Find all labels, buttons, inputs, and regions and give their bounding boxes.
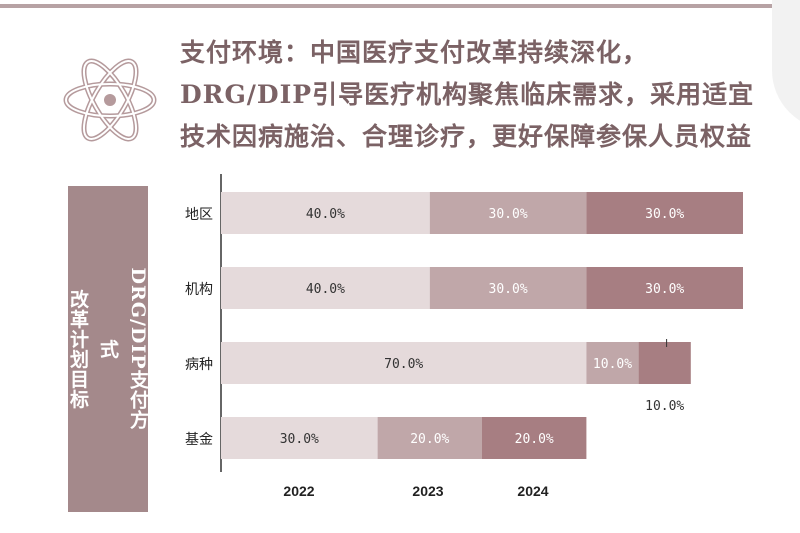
headline: 支付环境：中国医疗支付改革持续深化，DRG/DIP引导医疗机构聚焦临床需求，采用… (180, 38, 755, 151)
bar-segment (221, 417, 378, 459)
side-panel: DRG/DIP支付方式 改革计划目标 (67, 186, 149, 512)
category-label: 机构 (185, 282, 213, 298)
top-rule (0, 4, 772, 8)
data-label: 30.0% (489, 282, 528, 297)
data-label: 10.0% (593, 357, 632, 372)
bar-segment (221, 342, 587, 384)
data-label: 40.0% (306, 207, 345, 222)
category-label: 病种 (185, 357, 213, 373)
bar-segment (429, 192, 587, 234)
side-panel-title: DRG/DIP支付方式 改革计划目标 (67, 267, 149, 431)
atom-icon (62, 40, 158, 160)
legend-year: 2024 (517, 483, 548, 499)
bar-segment (586, 267, 743, 309)
data-label: 30.0% (280, 432, 319, 447)
data-label: 40.0% (306, 282, 345, 297)
bar-segment (377, 417, 482, 459)
data-label: 10.0% (645, 399, 684, 414)
data-label: 20.0% (410, 432, 449, 447)
bar-segment (429, 267, 587, 309)
legend-year: 2023 (412, 483, 443, 499)
stacked-bar-chart: 地区 40.0% 30.0% 30.0% 机构 40.0% 30.0% 30.0% 病种 70.0… (185, 174, 743, 499)
bar-segment (221, 267, 430, 309)
category-label: 基金 (185, 431, 213, 448)
data-label: 70.0% (384, 357, 423, 372)
bar-segment (638, 342, 691, 384)
category-label: 地区 (185, 207, 213, 223)
bar-segment (482, 417, 587, 459)
bar-segment (586, 342, 639, 384)
data-label: 30.0% (489, 207, 528, 222)
bar-segment (221, 192, 430, 234)
legend-year: 2022 (283, 483, 314, 499)
data-label: 30.0% (645, 282, 684, 297)
data-label: 30.0% (645, 207, 684, 222)
bar-segment (586, 192, 743, 234)
data-label: 20.0% (515, 432, 554, 447)
